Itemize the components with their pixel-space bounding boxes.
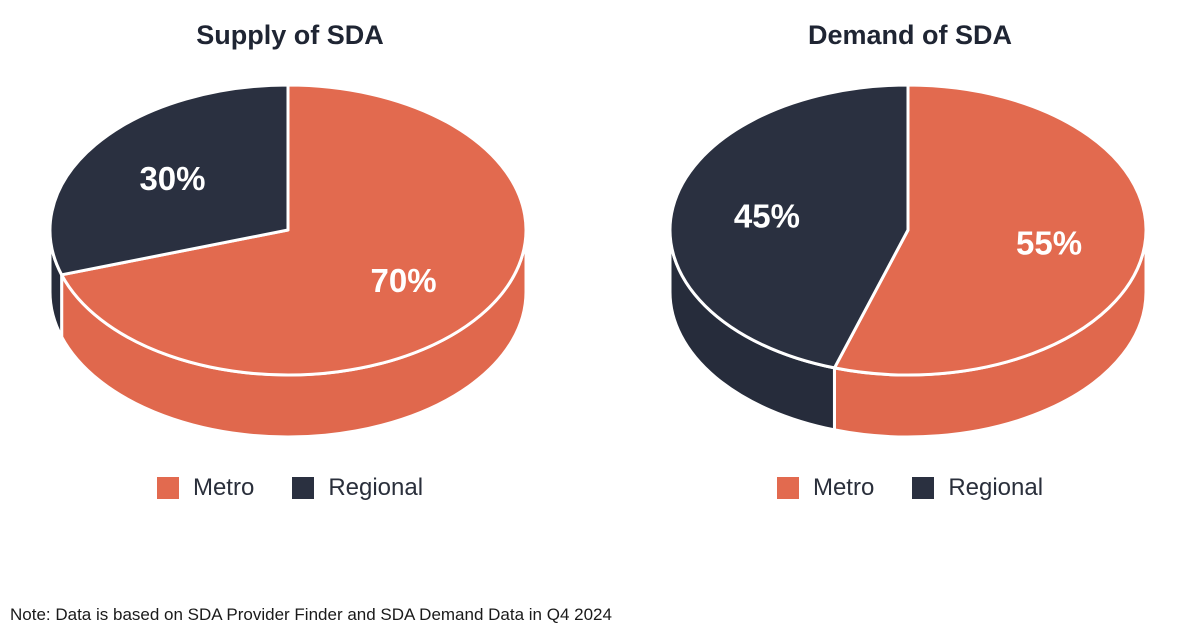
value-label-metro: 55% (1016, 225, 1082, 262)
legend-swatch-regional (912, 477, 935, 499)
legend-item-regional: Regional (292, 474, 423, 502)
demand-chart: Demand of SDA 55% 45% Metro Regional (650, 0, 1170, 560)
footnote: Note: Data is based on SDA Provider Find… (10, 605, 612, 624)
chart-title: Demand of SDA (807, 20, 1013, 50)
legend-swatch-regional (292, 477, 315, 499)
legend-item-metro: Metro (776, 474, 875, 502)
value-label-metro: 70% (370, 262, 436, 299)
supply-chart: Supply of SDA 70% 30% Metro Regional (30, 0, 550, 560)
pie-slice-regional (668, 83, 910, 370)
pie-chart-svg: 55% 45% (668, 83, 1148, 439)
pie-slice-regional (48, 83, 290, 277)
legend-label: Regional (328, 474, 424, 501)
legend-label: Metro (192, 474, 255, 501)
legend-swatch-metro (776, 477, 799, 499)
value-label-regional: 30% (139, 160, 205, 197)
legend-item-metro: Metro (156, 474, 255, 502)
legend-item-regional: Regional (912, 474, 1043, 502)
chart-legend: Metro Regional (30, 474, 550, 502)
legend-label: Metro (812, 474, 875, 501)
legend-swatch-metro (156, 477, 179, 499)
pie-slice-metro (832, 83, 1148, 377)
pie-slice-metro (60, 83, 528, 377)
pie-chart-svg: 70% 30% (48, 83, 528, 439)
chart-legend: Metro Regional (650, 474, 1170, 502)
legend-label: Regional (948, 474, 1044, 501)
chart-title: Supply of SDA (196, 20, 384, 50)
value-label-regional: 45% (734, 197, 800, 234)
